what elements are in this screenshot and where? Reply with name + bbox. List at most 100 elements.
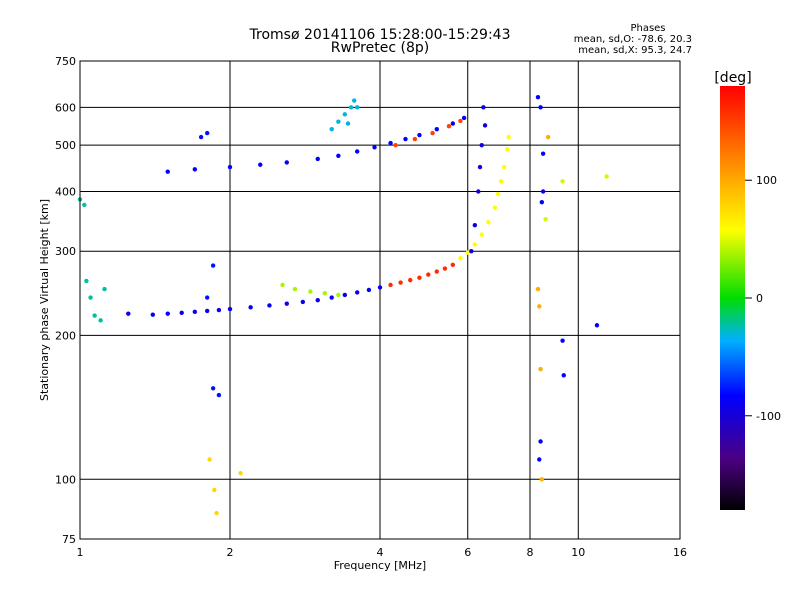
colorbar <box>720 86 745 510</box>
data-point <box>322 291 328 296</box>
data-point <box>345 121 351 126</box>
data-point <box>98 318 103 323</box>
data-point <box>150 312 156 317</box>
data-point <box>538 439 543 444</box>
data-point <box>207 457 212 462</box>
data-point <box>192 167 198 172</box>
data-point <box>417 132 422 138</box>
y-tick-label: 75 <box>62 533 76 546</box>
data-point <box>481 105 486 110</box>
data-point <box>540 189 546 194</box>
data-point <box>354 290 360 295</box>
data-point <box>560 179 565 184</box>
data-point <box>210 386 216 391</box>
data-point <box>426 272 431 277</box>
data-point <box>442 266 448 271</box>
data-point <box>506 134 511 140</box>
x-axis-label: Frequency [MHz] <box>334 559 426 572</box>
data-point <box>461 115 467 121</box>
data-point <box>315 156 320 162</box>
colorbar-tick-label: 100 <box>756 174 777 187</box>
y-tick-label: 750 <box>55 55 76 68</box>
data-point <box>126 311 131 316</box>
data-point <box>450 121 456 126</box>
data-point <box>258 162 263 167</box>
y-tick-label: 100 <box>55 473 76 486</box>
x-tick-label: 8 <box>527 546 534 559</box>
data-point <box>412 136 418 142</box>
x-tick-label: 6 <box>464 546 471 559</box>
data-point <box>535 286 541 292</box>
data-point <box>204 295 210 300</box>
data-point <box>535 94 541 100</box>
data-point <box>434 269 439 274</box>
data-point <box>351 98 357 103</box>
data-point <box>539 199 545 205</box>
data-point <box>492 205 498 210</box>
data-point <box>465 250 470 255</box>
data-point <box>227 164 233 170</box>
x-tick-label: 2 <box>227 546 234 559</box>
data-point <box>377 285 383 290</box>
y-tick-label: 300 <box>55 245 76 258</box>
data-point <box>561 373 566 378</box>
data-point <box>479 232 484 237</box>
stats-heading: Phases <box>630 23 665 34</box>
y-tick-label: 400 <box>55 185 76 198</box>
data-point <box>388 140 393 146</box>
data-point <box>308 289 313 294</box>
data-point <box>348 105 354 110</box>
data-point <box>165 169 170 174</box>
data-point <box>538 105 543 110</box>
x-tick-label: 16 <box>673 546 687 559</box>
data-point <box>545 134 551 140</box>
data-point <box>560 338 565 343</box>
colorbar-label: [deg] <box>714 70 751 86</box>
data-point <box>336 153 341 159</box>
data-point <box>329 126 334 132</box>
data-point <box>198 134 204 140</box>
chart-title: Tromsø 20141106 15:28:00-15:29:43 <box>249 27 511 43</box>
y-axis: 75 100 200 300 400 500 600 750 <box>55 55 76 546</box>
y-tick-label: 200 <box>55 329 76 342</box>
data-point <box>336 292 341 298</box>
data-point <box>430 130 435 136</box>
data-point <box>300 299 306 305</box>
data-point <box>537 457 542 462</box>
data-point <box>216 392 222 398</box>
data-point <box>204 130 210 136</box>
data-point <box>179 310 184 315</box>
data-point <box>446 123 452 129</box>
data-point <box>458 256 463 261</box>
data-point <box>504 147 510 152</box>
data-point <box>498 179 504 184</box>
data-point <box>284 160 289 165</box>
y-axis-label: Stationary phase Virtual Height [km] <box>38 199 51 401</box>
data-point <box>486 220 491 225</box>
data-point <box>210 263 216 268</box>
data-point <box>479 142 484 148</box>
data-point <box>540 151 546 156</box>
data-point <box>434 126 439 132</box>
data-point <box>482 123 488 128</box>
x-tick-label: 4 <box>377 546 384 559</box>
colorbar-tick-label: 0 <box>756 292 763 305</box>
colorbar-tick-label: -100 <box>756 410 781 423</box>
data-point <box>315 297 320 303</box>
data-point <box>354 149 360 154</box>
data-point <box>342 292 348 298</box>
data-point <box>82 202 87 208</box>
x-axis: 1 2 4 6 8 10 16 <box>77 546 688 559</box>
data-point <box>543 217 548 222</box>
data-point <box>398 280 403 285</box>
y-tick-label: 600 <box>55 101 76 114</box>
data-point <box>539 477 545 482</box>
data-point <box>192 309 198 315</box>
data-point <box>84 278 89 284</box>
data-point <box>329 295 334 300</box>
data-point <box>477 164 483 170</box>
data-point <box>212 487 217 493</box>
data-point <box>336 119 341 124</box>
data-point <box>372 145 377 150</box>
